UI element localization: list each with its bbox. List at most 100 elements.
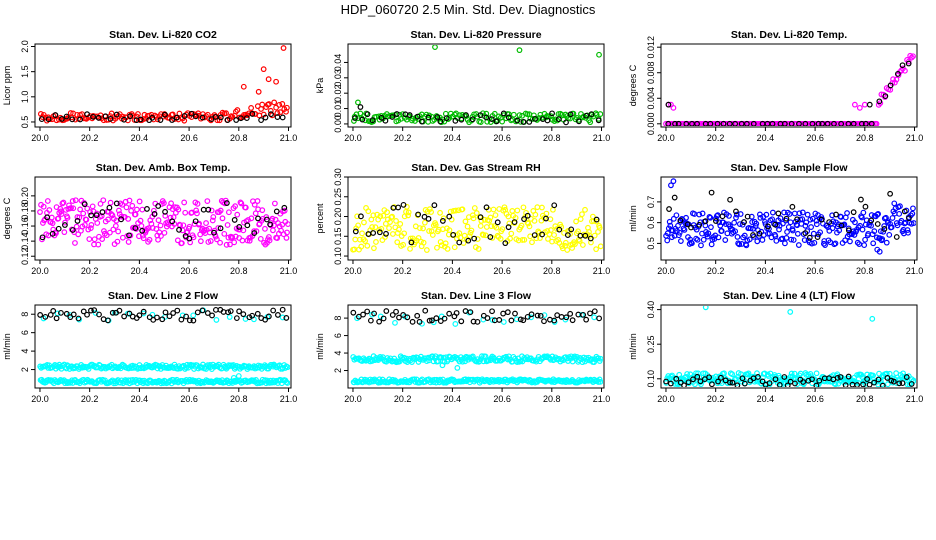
data-point	[531, 217, 538, 224]
data-point	[862, 236, 868, 243]
data-point	[113, 111, 120, 118]
data-point	[732, 228, 739, 235]
data-point	[870, 240, 877, 247]
data-point-outlier	[670, 104, 677, 111]
data-point	[55, 225, 62, 232]
data-point	[174, 307, 181, 314]
data-point	[507, 235, 513, 242]
data-point	[845, 120, 852, 126]
data-point	[80, 308, 87, 315]
data-point	[832, 240, 839, 247]
data-point	[400, 241, 407, 248]
data-point	[395, 204, 402, 211]
series-reference	[350, 307, 603, 325]
data-point	[804, 211, 811, 218]
data-point	[813, 370, 820, 377]
data-point	[251, 230, 258, 236]
data-point	[524, 111, 531, 118]
data-point	[739, 375, 746, 382]
y-axis-label: ml/min	[628, 205, 638, 232]
data-point	[747, 225, 754, 232]
data-point	[232, 108, 239, 115]
data-point	[899, 62, 906, 69]
y-tick-label: 2	[333, 368, 343, 373]
data-point	[729, 371, 736, 378]
plot-frame	[34, 43, 292, 128]
x-tick-label: 20.8	[230, 394, 248, 404]
data-point	[868, 222, 874, 229]
series-reference	[666, 189, 912, 241]
chart-title: Stan. Dev. Li-820 Pressure	[410, 29, 541, 41]
data-point	[284, 364, 290, 371]
data-point	[181, 113, 188, 119]
data-point	[114, 238, 121, 245]
data-point	[352, 236, 359, 243]
y-tick-label: 0.5	[20, 116, 30, 129]
data-point	[754, 370, 760, 377]
data-point	[380, 212, 387, 219]
data-point	[593, 216, 600, 223]
data-point	[126, 197, 133, 204]
data-point	[136, 312, 143, 319]
data-point	[463, 112, 469, 118]
data-point	[848, 120, 855, 126]
series-band-low	[350, 376, 603, 386]
data-point	[906, 215, 912, 222]
x-tick-label: 20.4	[131, 266, 149, 276]
data-point	[795, 242, 802, 248]
data-point	[474, 236, 481, 242]
data-point	[53, 315, 60, 322]
data-point	[591, 314, 598, 321]
data-point	[49, 230, 56, 237]
data-point	[517, 358, 524, 365]
data-point	[858, 120, 865, 126]
chart-title: Stan. Dev. Line 4 (LT) Flow	[723, 290, 856, 302]
data-point	[851, 232, 858, 238]
data-point	[698, 381, 704, 387]
x-tick-label: 20.2	[707, 133, 725, 143]
data-point	[486, 217, 493, 224]
data-point	[169, 218, 176, 225]
series-band-high	[37, 361, 290, 381]
data-point	[520, 204, 527, 211]
data-point	[482, 232, 489, 239]
data-point	[882, 93, 889, 99]
data-point	[588, 239, 594, 246]
y-tick-label: 2	[20, 367, 30, 372]
y-tick-label: 0.01	[333, 100, 343, 118]
x-tick-label: 20.2	[81, 394, 99, 404]
data-point	[57, 205, 64, 212]
data-point	[832, 381, 839, 387]
plot-frame	[660, 43, 918, 128]
data-point	[734, 234, 741, 240]
data-point	[707, 120, 714, 126]
data-point	[357, 236, 363, 243]
data-point	[521, 236, 528, 243]
data-point	[892, 205, 899, 212]
data-point	[227, 308, 234, 315]
data-point	[178, 240, 185, 247]
data-point	[676, 229, 683, 236]
data-point	[243, 115, 250, 122]
y-tick-label: 0.008	[646, 61, 656, 84]
data-point	[597, 378, 603, 385]
data-point	[74, 218, 81, 224]
data-point	[532, 211, 539, 218]
data-point	[569, 245, 576, 251]
data-point	[477, 119, 484, 125]
data-point	[199, 307, 206, 314]
data-point	[274, 110, 281, 117]
data-point	[420, 239, 427, 246]
data-point	[889, 215, 896, 221]
data-point	[531, 232, 538, 239]
data-point	[844, 210, 850, 216]
data-point	[819, 120, 826, 126]
data-point	[712, 218, 719, 224]
series-layer	[350, 307, 603, 386]
data-point-outlier	[439, 362, 446, 369]
data-point	[812, 120, 819, 126]
data-point	[528, 311, 535, 318]
data-point	[157, 117, 164, 123]
data-point	[541, 318, 547, 325]
data-point	[37, 312, 44, 318]
